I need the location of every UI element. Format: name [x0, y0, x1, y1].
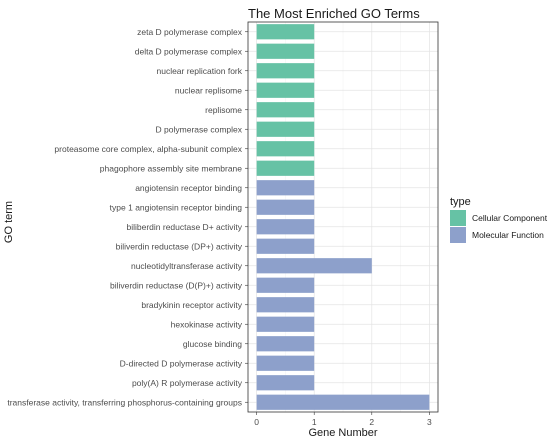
bar	[256, 82, 315, 98]
y-tick-label: angiotensin receptor binding	[135, 183, 242, 193]
bar	[256, 297, 315, 313]
x-tick-label: 3	[427, 417, 432, 427]
bar	[256, 121, 315, 137]
y-tick-label: bradykinin receptor activity	[141, 300, 242, 310]
y-tick-label: proteasome core complex, alpha-subunit c…	[54, 144, 242, 154]
legend-key	[450, 227, 466, 243]
y-tick-label: glucose binding	[183, 339, 242, 349]
y-tick-label: biliberdin reductase D+ activity	[126, 222, 242, 232]
x-axis-title: Gene Number	[308, 427, 377, 439]
y-tick-label: replisome	[205, 105, 242, 115]
bar	[256, 63, 315, 79]
plot-border	[247, 21, 439, 413]
bar	[256, 336, 315, 352]
y-tick-label: biliverdin reductase (D(P)+) activity	[110, 280, 243, 290]
y-tick-labels: zeta D polymerase complex delta D polymer…	[7, 27, 248, 407]
bar	[256, 43, 315, 59]
bar	[256, 238, 315, 254]
bar	[256, 375, 315, 391]
bar	[256, 316, 315, 332]
x-tick-label: 1	[312, 417, 317, 427]
bar	[256, 102, 315, 118]
y-axis-title: GO term	[3, 201, 15, 243]
legend: type Cellular Component Molecular Functio…	[450, 196, 548, 243]
x-tick-labels: 0 1 2 3	[254, 412, 432, 427]
y-tick-label: transferase activity, transferring phosp…	[7, 397, 242, 407]
legend-title: type	[450, 196, 471, 208]
bar	[256, 24, 315, 40]
y-tick-label: poly(A) R polymerase activity	[132, 378, 243, 388]
bar	[256, 199, 315, 215]
legend-key	[450, 210, 466, 226]
chart-title: The Most Enriched GO Terms	[248, 6, 420, 21]
x-tick-label: 0	[254, 417, 259, 427]
bar	[256, 141, 315, 157]
y-tick-label: D polymerase complex	[156, 124, 243, 134]
y-tick-label: delta D polymerase complex	[135, 46, 243, 56]
legend-label: Molecular Function	[472, 230, 544, 240]
bar	[256, 394, 430, 410]
bar	[256, 180, 315, 196]
y-tick-label: nuclear replisome	[175, 85, 242, 95]
y-tick-label: biliverdin reductase (DP+) activity	[116, 241, 243, 251]
bar	[256, 160, 315, 176]
legend-label: Cellular Component	[472, 213, 548, 223]
bar	[256, 219, 315, 235]
bar	[256, 355, 315, 371]
bar	[256, 277, 315, 293]
bars	[256, 24, 430, 410]
y-tick-label: zeta D polymerase complex	[137, 27, 243, 37]
plot-panel	[247, 21, 439, 413]
y-tick-label: nuclear replication fork	[156, 66, 242, 76]
bar	[256, 258, 372, 274]
y-tick-label: hexokinase activity	[171, 319, 243, 329]
y-tick-label: phagophore assembly site membrane	[100, 163, 242, 173]
y-tick-label: nucleotidyltransferase activity	[131, 261, 243, 271]
legend-items: Cellular Component Molecular Function	[450, 210, 548, 243]
y-tick-label: D-directed D polymerase activity	[120, 358, 243, 368]
x-tick-label: 2	[369, 417, 374, 427]
y-tick-label: type 1 angiotensin receptor binding	[110, 202, 243, 212]
